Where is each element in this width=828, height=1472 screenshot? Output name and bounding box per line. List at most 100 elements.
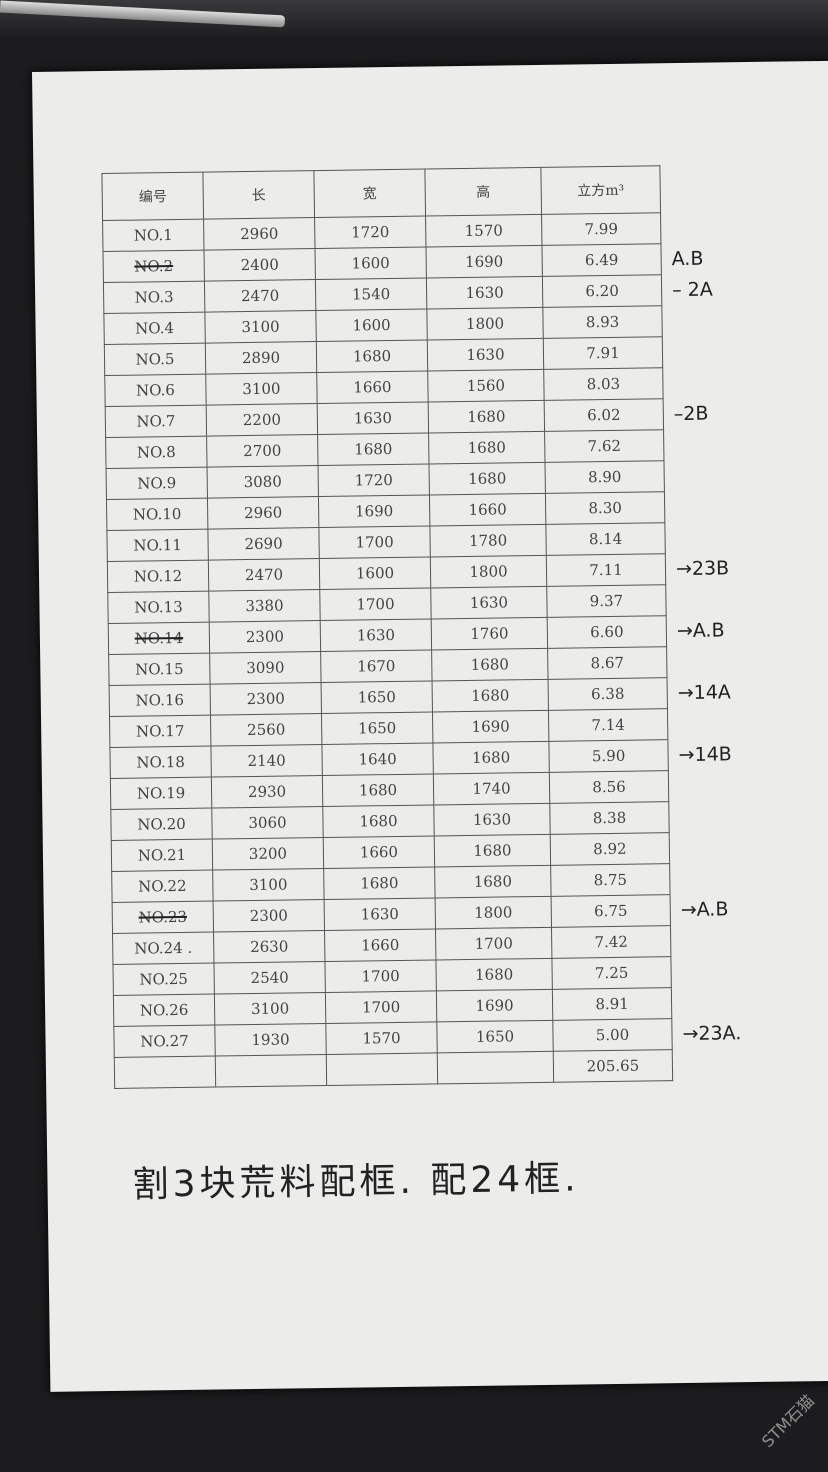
handwritten-annotation — [671, 955, 802, 988]
handwritten-annotation — [669, 831, 800, 864]
handwritten-annotation — [667, 645, 798, 678]
volume-cell: 7.99 — [541, 212, 661, 246]
width-cell: 1700 — [318, 525, 431, 559]
handwritten-annotation — [664, 428, 795, 461]
length-cell: 3100 — [204, 310, 317, 344]
height-cell: 1660 — [429, 493, 546, 526]
row-id-cell: NO.9 — [106, 467, 208, 500]
width-cell: 1650 — [321, 711, 433, 745]
total-volume: 205.65 — [553, 1049, 673, 1083]
handwritten-annotation: →14B — [678, 743, 732, 767]
height-cell: 1680 — [428, 400, 545, 433]
row-id-cell: NO.19 — [110, 777, 212, 810]
height-cell: 1740 — [433, 772, 550, 805]
volume-cell: 8.90 — [545, 460, 665, 494]
header-width: 宽 — [313, 169, 426, 218]
length-cell: 2700 — [206, 434, 319, 468]
height-cell: 1690 — [425, 245, 543, 279]
height-cell: 1650 — [436, 1020, 554, 1053]
handwritten-annotation: A.B — [671, 247, 704, 271]
row-id-cell: NO.21 — [111, 839, 213, 872]
row-id-cell: NO.1 — [102, 219, 205, 252]
width-cell: 1700 — [324, 959, 437, 993]
width-cell: 1540 — [315, 278, 427, 311]
height-cell: 1780 — [429, 524, 547, 557]
length-cell: 3060 — [211, 806, 324, 840]
width-cell: 1630 — [320, 618, 432, 652]
handwritten-annotation — [664, 490, 795, 523]
width-cell: 1600 — [314, 247, 427, 280]
row-id-cell: NO.27 — [113, 1025, 216, 1058]
height-cell: 1680 — [431, 648, 549, 681]
length-cell: 2300 — [209, 620, 321, 654]
width-cell: 1680 — [317, 432, 430, 466]
handwritten-annotation: – 2A — [671, 278, 713, 302]
width-cell: 1680 — [322, 804, 435, 838]
row-id-cell: NO.5 — [104, 343, 206, 376]
height-cell: 1570 — [425, 214, 542, 248]
volume-cell: 9.37 — [546, 584, 667, 618]
length-cell: 2200 — [206, 403, 318, 437]
volume-cell: 8.14 — [545, 522, 666, 556]
length-cell: 3200 — [212, 837, 324, 871]
row-id-cell: NO.23 — [112, 901, 214, 934]
volume-cell: 5.90 — [548, 739, 669, 773]
row-id-cell: NO.3 — [103, 281, 205, 314]
length-cell: 1930 — [214, 1023, 327, 1057]
length-cell: 2630 — [213, 930, 325, 964]
row-id-cell: NO.18 — [109, 746, 212, 779]
width-cell: 1680 — [322, 773, 434, 807]
height-cell: 1690 — [436, 989, 553, 1022]
length-cell: 3100 — [205, 372, 318, 406]
length-cell: 2470 — [204, 279, 316, 313]
note-cell — [672, 1048, 803, 1081]
handwritten-annotation — [662, 304, 793, 337]
row-id-cell: NO.10 — [106, 498, 208, 531]
volume-cell: 7.25 — [551, 956, 672, 990]
header-length: 长 — [202, 170, 315, 220]
volume-cell: 8.30 — [545, 491, 665, 525]
width-cell: 1630 — [317, 402, 429, 435]
height-cell: 1630 — [430, 586, 548, 619]
length-cell: 2140 — [210, 744, 323, 778]
row-id-cell: NO.2 — [103, 250, 205, 283]
row-id-cell: NO.7 — [105, 405, 207, 438]
note-cell — [660, 164, 792, 213]
handwritten-annotation — [668, 769, 799, 802]
volume-cell: 8.67 — [547, 646, 668, 680]
height-cell: 1680 — [428, 431, 546, 464]
width-cell: 1680 — [323, 866, 436, 900]
width-cell: 1660 — [324, 928, 436, 962]
handwritten-annotation: –2B — [673, 402, 709, 426]
row-id-cell: NO.20 — [110, 808, 213, 841]
length-cell: 2300 — [213, 899, 325, 933]
row-id-cell: NO.11 — [106, 529, 209, 562]
row-id-cell: NO.25 — [112, 963, 215, 996]
width-cell: 1600 — [319, 556, 431, 590]
height-cell: 1680 — [432, 679, 549, 712]
volume-cell: 6.75 — [551, 894, 671, 928]
watermark: STM石猫 — [758, 1391, 819, 1452]
empty-cell — [437, 1051, 554, 1084]
height-cell: 1630 — [427, 338, 544, 372]
width-cell: 1700 — [325, 990, 437, 1024]
handwritten-annotation: →14A — [677, 681, 731, 705]
height-cell: 1800 — [426, 307, 544, 341]
length-cell: 3080 — [207, 465, 319, 499]
height-cell: 1630 — [426, 276, 543, 310]
row-id-cell: NO.8 — [105, 436, 208, 469]
length-cell: 2540 — [213, 961, 326, 995]
width-cell: 1650 — [321, 680, 433, 714]
header-id: 编号 — [101, 172, 204, 221]
length-cell: 2960 — [203, 217, 315, 251]
handwritten-annotation: →23A. — [682, 1022, 742, 1046]
block-dimensions-table: 编号 长 宽 高 立方m³ NO.1 2960 1720 1570 7.99 NO.2 24… — [101, 163, 804, 1089]
handwritten-annotation — [670, 862, 801, 895]
volume-cell: 7.11 — [546, 553, 666, 587]
height-cell: 1680 — [434, 865, 552, 898]
handwritten-annotation: →A.B — [680, 898, 729, 922]
row-id-cell: NO.26 — [113, 994, 215, 1027]
width-cell: 1700 — [319, 587, 432, 621]
volume-cell: 8.93 — [542, 305, 663, 339]
volume-cell: 6.60 — [547, 615, 667, 649]
